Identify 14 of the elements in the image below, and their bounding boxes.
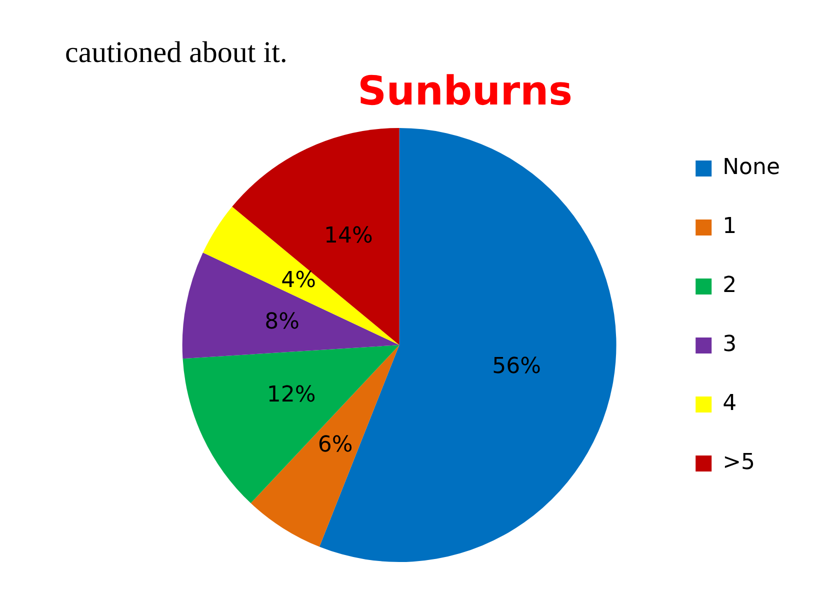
chart-title: Sunburns	[358, 68, 572, 114]
data-label: 56%	[492, 354, 541, 380]
legend-label: >5	[722, 450, 756, 476]
legend-label: None	[722, 155, 780, 180]
legend-label: 1	[722, 214, 737, 240]
legend-label: 4	[722, 391, 737, 416]
data-label: 12%	[266, 382, 316, 408]
legend-label: 2	[722, 273, 737, 298]
data-label: 4%	[281, 268, 316, 293]
text: cautioned about it.	[65, 36, 288, 70]
data-label: 14%	[324, 224, 373, 249]
legend-label: 3	[722, 332, 737, 358]
data-label: 6%	[318, 432, 353, 458]
data-label: 8%	[264, 309, 300, 334]
